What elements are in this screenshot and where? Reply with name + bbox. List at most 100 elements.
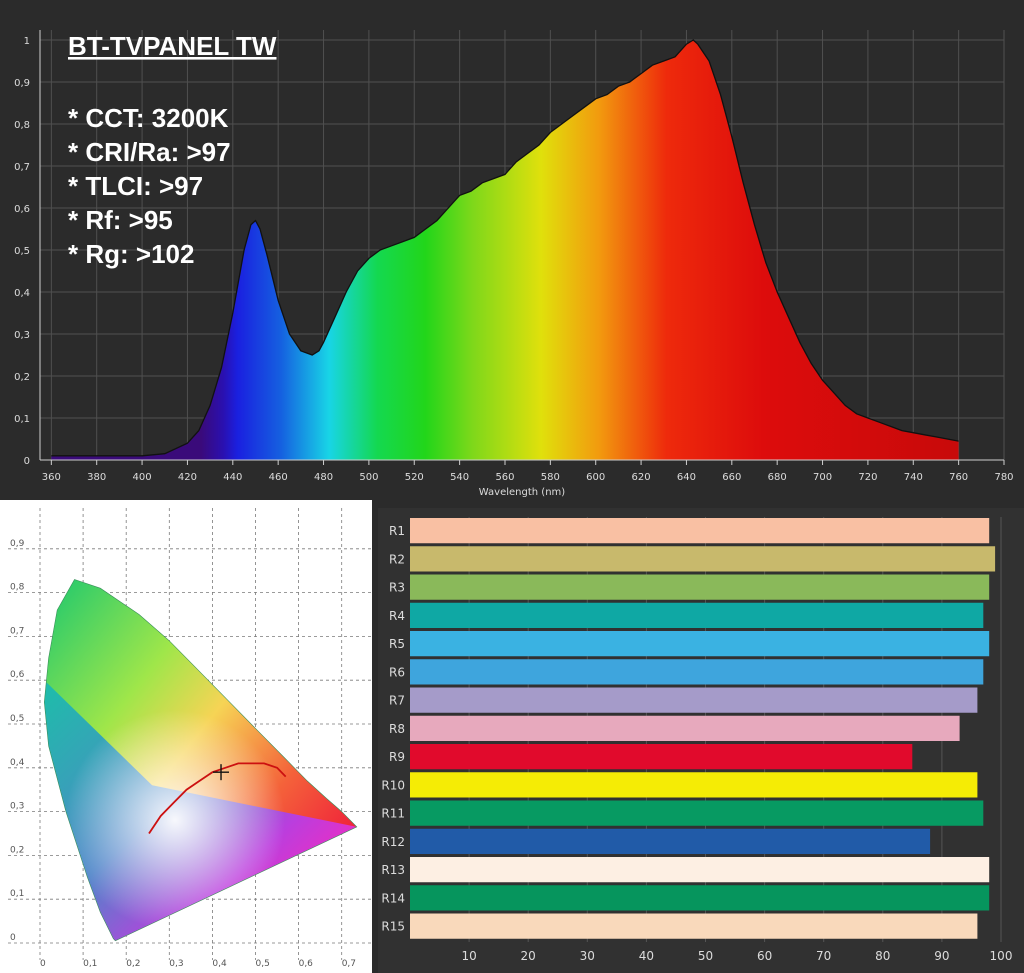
cie-y-tick-label: 0,1 xyxy=(10,889,24,899)
spectrum-line xyxy=(51,39,959,457)
spectrum-x-tick-label: 660 xyxy=(722,472,741,483)
spectrum-x-tick-label: 480 xyxy=(314,472,333,483)
bar-category-label: R10 xyxy=(381,778,405,792)
planckian-locus xyxy=(148,762,287,835)
bar-category-label: R13 xyxy=(381,863,405,877)
bar-category-label: R3 xyxy=(389,581,405,595)
bar-r11 xyxy=(410,800,984,826)
bar-x-ticks: 10 20 30 40 50 60 70 80 90 100 xyxy=(461,949,1012,963)
bar-category-label: R7 xyxy=(389,694,405,708)
spectrum-x-tick-label: 540 xyxy=(450,472,469,483)
spectrum-fill xyxy=(51,40,959,460)
spectrum-annotation: * Rf: >95 xyxy=(68,205,173,235)
cie-x-tick-label: 0,4 xyxy=(212,959,227,969)
spectrum-annotation: * CCT: 3200K xyxy=(68,103,229,133)
bar-x-tick-label: 90 xyxy=(934,949,949,963)
spectrum-y-tick-label: 0 xyxy=(24,456,30,467)
cie-y-tick-label: 0,3 xyxy=(10,802,24,812)
spectrum-y-ticks: 0 0,1 0,2 0,3 0,4 0,5 0,6 0,7 0,8 0,9 1 xyxy=(14,36,30,467)
spectrum-x-tick-label: 600 xyxy=(586,472,605,483)
spectrum-x-tick-label: 780 xyxy=(994,472,1013,483)
spectrum-x-label: Wavelength (nm) xyxy=(479,487,565,498)
spectrum-y-tick-label: 0,8 xyxy=(14,120,30,131)
spectrum-x-tick-label: 360 xyxy=(42,472,61,483)
spectrum-x-tick-label: 520 xyxy=(405,472,424,483)
spectrum-x-tick-label: 720 xyxy=(858,472,877,483)
spectrum-x-tick-label: 400 xyxy=(133,472,152,483)
cie-x-tick-label: 0,1 xyxy=(83,959,97,969)
spectrum-x-tick-label: 640 xyxy=(677,472,696,483)
bar-r1 xyxy=(410,518,990,544)
spectrum-x-tick-label: 760 xyxy=(949,472,968,483)
bar-x-tick-label: 60 xyxy=(757,949,772,963)
bar-x-tick-label: 20 xyxy=(521,949,536,963)
spectrum-y-tick-label: 0,7 xyxy=(14,162,30,173)
bar-r9 xyxy=(410,744,913,770)
spectrum-y-tick-label: 0,2 xyxy=(14,372,30,383)
cie-y-tick-label: 0,6 xyxy=(10,670,25,680)
spectrum-chart: 360 380 400 420 440 460 480 500 520 540 560 580 600 6… xyxy=(14,30,1014,498)
spectrum-y-tick-label: 0,6 xyxy=(14,204,30,215)
bar-x-tick-label: 30 xyxy=(580,949,595,963)
spectrum-y-tick-label: 0,5 xyxy=(14,246,30,257)
spectrum-y-tick-label: 1 xyxy=(24,36,30,47)
bar-category-label: R12 xyxy=(381,835,405,849)
white-point-crosshair-icon xyxy=(213,764,230,781)
cie-y-tick-label: 0,5 xyxy=(10,714,24,724)
spectrum-annotation: * TLCI: >97 xyxy=(68,171,203,201)
bar-x-tick-label: 10 xyxy=(461,949,476,963)
bar-r15 xyxy=(410,913,978,939)
cie-x-tick-label: 0,7 xyxy=(342,959,356,969)
cie-y-tick-label: 0,4 xyxy=(10,758,25,768)
bar-category-label: R5 xyxy=(389,637,405,651)
spectrum-y-tick-label: 0,3 xyxy=(14,330,30,341)
cie-y-ticks: 0 0,1 0,2 0,3 0,4 0,5 0,6 0,7 0,8 0,9 xyxy=(10,539,25,943)
spectrum-annotation: * Rg: >102 xyxy=(68,239,194,269)
spectrum-area xyxy=(51,39,959,460)
bar-category-label: R4 xyxy=(389,609,405,623)
bar-category-labels: R1 R2 R3 R4 R5 R6 R7 R8 R9 R10 R11 R12 R13 R14 R15 xyxy=(381,524,405,934)
spectrum-x-tick-label: 740 xyxy=(904,472,923,483)
cie-x-ticks: 0 0,1 0,2 0,3 0,4 0,5 0,6 0,7 xyxy=(40,959,356,969)
cie-x-tick-label: 0 xyxy=(40,959,46,969)
spectrum-x-tick-label: 460 xyxy=(269,472,288,483)
spectrum-y-tick-label: 0,1 xyxy=(14,414,30,425)
bar-x-tick-label: 70 xyxy=(816,949,831,963)
spectrum-y-tick-label: 0,4 xyxy=(14,288,30,299)
bar-r5 xyxy=(410,631,990,657)
bar-x-tick-label: 50 xyxy=(698,949,713,963)
bar-r12 xyxy=(410,828,931,854)
cie-x-tick-label: 0,6 xyxy=(299,959,314,969)
spectrum-x-tick-label: 700 xyxy=(813,472,832,483)
cie-x-tick-label: 0,3 xyxy=(169,959,183,969)
cie-y-tick-label: 0 xyxy=(10,933,16,943)
cie-y-tick-label: 0,8 xyxy=(10,583,25,593)
bar-r6 xyxy=(410,659,984,685)
spectrum-y-tick-label: 0,9 xyxy=(14,78,30,89)
bar-x-tick-label: 40 xyxy=(639,949,654,963)
bar-x-tick-label: 80 xyxy=(875,949,890,963)
bar-category-label: R14 xyxy=(381,891,405,905)
bar-series xyxy=(410,518,996,939)
cie-y-tick-label: 0,9 xyxy=(10,539,25,549)
cie-y-tick-label: 0,7 xyxy=(10,626,24,636)
bar-category-label: R2 xyxy=(389,552,405,566)
spectrum-x-tick-label: 420 xyxy=(178,472,197,483)
spectrum-x-tick-label: 440 xyxy=(223,472,242,483)
bar-r8 xyxy=(410,715,960,741)
bar-r7 xyxy=(410,687,978,713)
spectrum-x-tick-label: 680 xyxy=(768,472,787,483)
spectrum-title: BT-TVPANEL TW xyxy=(68,31,277,61)
bar-x-tick-label: 100 xyxy=(990,949,1013,963)
bar-r3 xyxy=(410,574,990,600)
spectrum-x-ticks: 360 380 400 420 440 460 480 500 520 540 560 580 600 6… xyxy=(42,460,1014,483)
cie-y-tick-label: 0,2 xyxy=(10,845,24,855)
bar-r2 xyxy=(410,546,996,572)
bar-r14 xyxy=(410,885,990,911)
bar-r10 xyxy=(410,772,978,798)
spectrum-x-tick-label: 560 xyxy=(495,472,514,483)
bar-category-label: R15 xyxy=(381,920,405,934)
